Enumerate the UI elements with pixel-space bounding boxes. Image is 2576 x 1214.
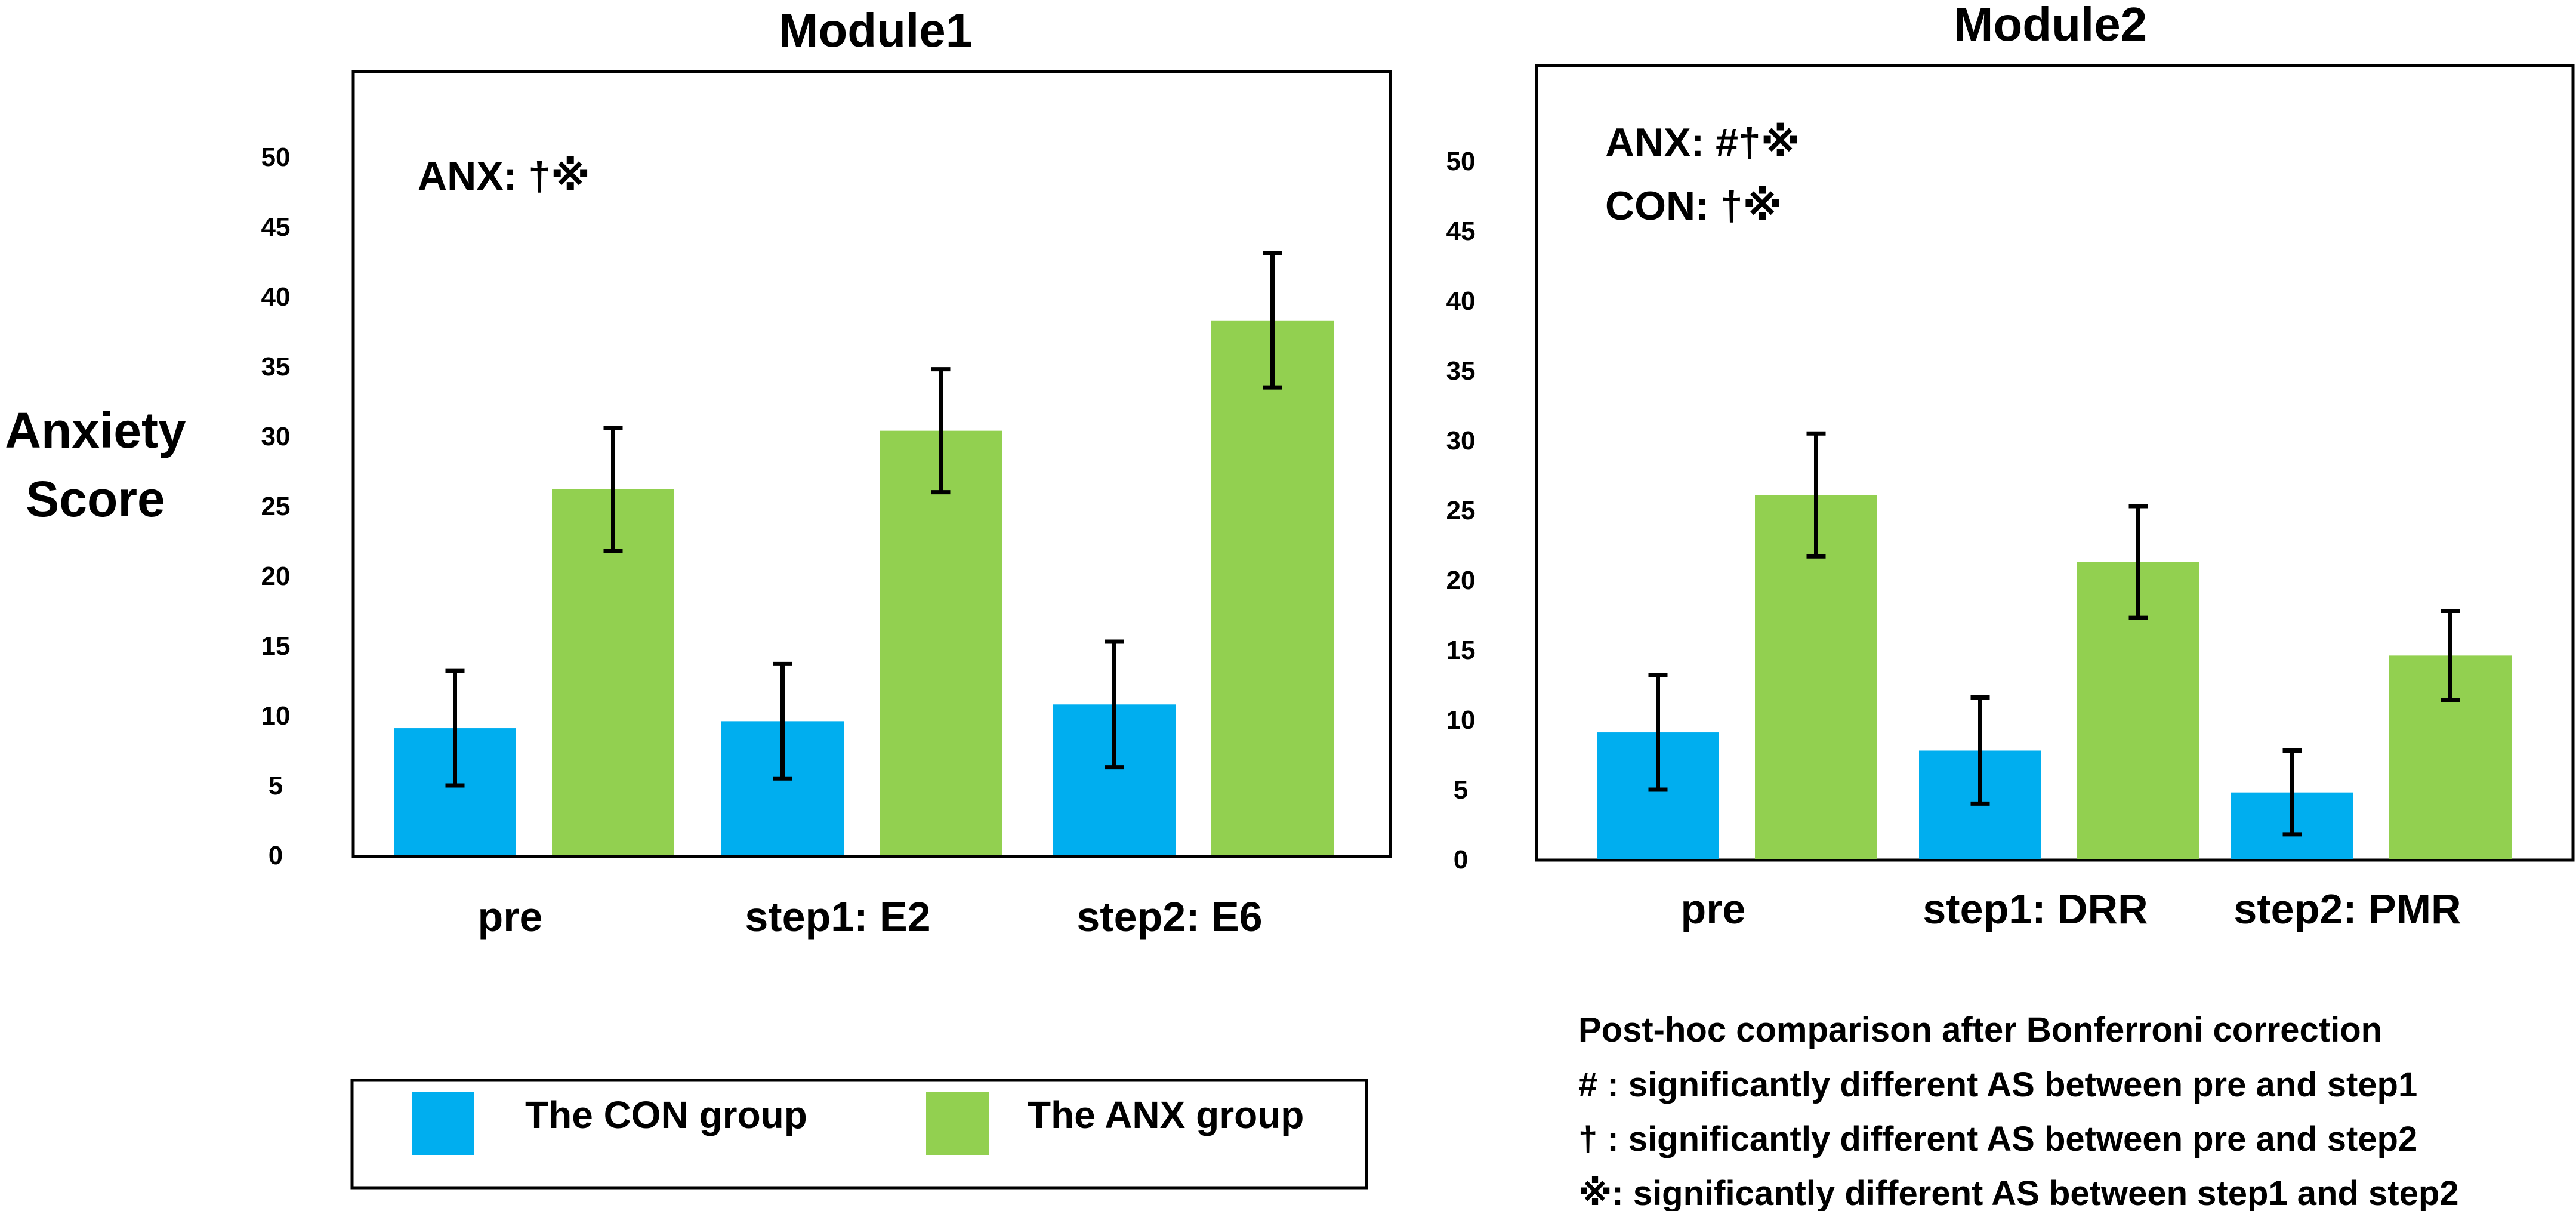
module1-error-bars — [445, 251, 1282, 788]
module1-error-bar-con-3 — [1105, 639, 1124, 770]
module1-error-bar-anx-2 — [931, 367, 951, 495]
module2-error-bars — [1648, 431, 2460, 837]
module2-y-tick-5: 5 — [1454, 775, 1468, 805]
module2-annotation-anx: ANX: #†※ — [1605, 120, 1800, 165]
module1-y-tick-40: 40 — [261, 282, 291, 312]
module2-y-tick-35: 35 — [1446, 356, 1476, 386]
y-axis-label-line-2: Score — [26, 471, 165, 527]
module1-bar-anx-3 — [1211, 320, 1334, 855]
module1-error-bar-anx-1 — [603, 426, 623, 553]
module1-category-label-2: step1: E2 — [745, 893, 930, 940]
module2-error-bar-anx-1 — [1806, 431, 1826, 559]
module2-y-tick-20: 20 — [1446, 566, 1476, 595]
y-axis-label-line-1: Anxiety — [5, 402, 186, 458]
module1-bars — [394, 320, 1334, 855]
module1-panel: Module1 0 5 10 15 20 25 30 35 40 45 50 pre step1: E… — [261, 4, 1392, 940]
module1-y-tick-50: 50 — [261, 143, 291, 172]
module2-y-tick-10: 10 — [1446, 705, 1476, 735]
module1-y-tick-30: 30 — [261, 422, 291, 451]
legend-swatch-anx — [926, 1092, 989, 1155]
module2-panel: Module2 0 5 10 15 20 25 30 35 40 45 50 pre step1: D… — [1446, 0, 2575, 932]
module2-category-labels: pre step1: DRR step2: PMR — [1681, 886, 2461, 932]
module1-y-tick-15: 15 — [261, 631, 291, 661]
module1-y-tick-10: 10 — [261, 701, 291, 731]
legend: The CON group The ANX group — [350, 1079, 1368, 1190]
module2-y-tick-50: 50 — [1446, 147, 1476, 176]
module1-annotation-anx: ANX: †※ — [418, 153, 590, 199]
module1-y-tick-45: 45 — [261, 212, 291, 242]
module1-error-bar-anx-3 — [1263, 251, 1282, 390]
module1-category-label-1: pre — [478, 893, 543, 940]
module1-y-tick-5: 5 — [269, 771, 283, 800]
module2-y-tick-15: 15 — [1446, 636, 1476, 665]
legend-swatch-con — [412, 1092, 474, 1155]
module2-error-bar-con-3 — [2282, 748, 2302, 837]
module2-y-tick-0: 0 — [1454, 845, 1468, 874]
module2-y-tick-30: 30 — [1446, 426, 1476, 455]
module1-y-ticks: 0 5 10 15 20 25 30 35 40 45 50 — [261, 143, 291, 870]
module2-y-ticks: 0 5 10 15 20 25 30 35 40 45 50 — [1446, 147, 1476, 874]
module2-category-label-2: step1: DRR — [1923, 886, 2148, 932]
module2-error-bar-anx-3 — [2441, 608, 2460, 702]
module1-bar-anx-2 — [880, 430, 1002, 855]
notes-line-4: ※: significantly different AS between st… — [1578, 1174, 2459, 1211]
legend-label-con: The CON group — [525, 1093, 807, 1136]
module2-y-tick-40: 40 — [1446, 286, 1476, 316]
legend-label-anx: The ANX group — [1028, 1093, 1304, 1136]
module2-title: Module2 — [1954, 0, 2147, 51]
notes-line-3: † : significantly different AS between p… — [1578, 1120, 2417, 1158]
module1-error-bar-con-1 — [445, 668, 465, 788]
posthoc-notes: Post-hoc comparison after Bonferroni cor… — [1578, 1010, 2459, 1213]
module1-y-tick-35: 35 — [261, 352, 291, 381]
module1-y-tick-20: 20 — [261, 562, 291, 591]
module2-error-bar-con-1 — [1648, 673, 1668, 792]
module2-category-label-3: step2: PMR — [2233, 886, 2461, 932]
module2-bars — [1597, 495, 2512, 859]
legend-frame — [350, 1079, 1368, 1190]
module2-category-label-1: pre — [1681, 886, 1746, 932]
notes-line-1: Post-hoc comparison after Bonferroni cor… — [1578, 1010, 2382, 1049]
module1-category-labels: pre step1: E2 step2: E6 — [478, 893, 1263, 940]
module1-y-tick-25: 25 — [261, 492, 291, 521]
module1-category-label-3: step2: E6 — [1076, 893, 1262, 940]
module2-error-bar-anx-2 — [2128, 504, 2148, 620]
module1-title: Module1 — [779, 4, 972, 57]
module2-plot-frame — [1535, 64, 2575, 862]
module1-plot-frame — [351, 70, 1392, 858]
notes-line-2: # : significantly different AS between p… — [1578, 1065, 2417, 1104]
module1-error-bar-con-2 — [773, 661, 792, 781]
module2-y-tick-45: 45 — [1446, 217, 1476, 246]
module2-error-bar-con-2 — [1970, 695, 1990, 806]
module2-annotation-con: CON: †※ — [1605, 183, 1782, 229]
module2-y-tick-25: 25 — [1446, 496, 1476, 525]
module1-y-tick-0: 0 — [269, 841, 283, 870]
